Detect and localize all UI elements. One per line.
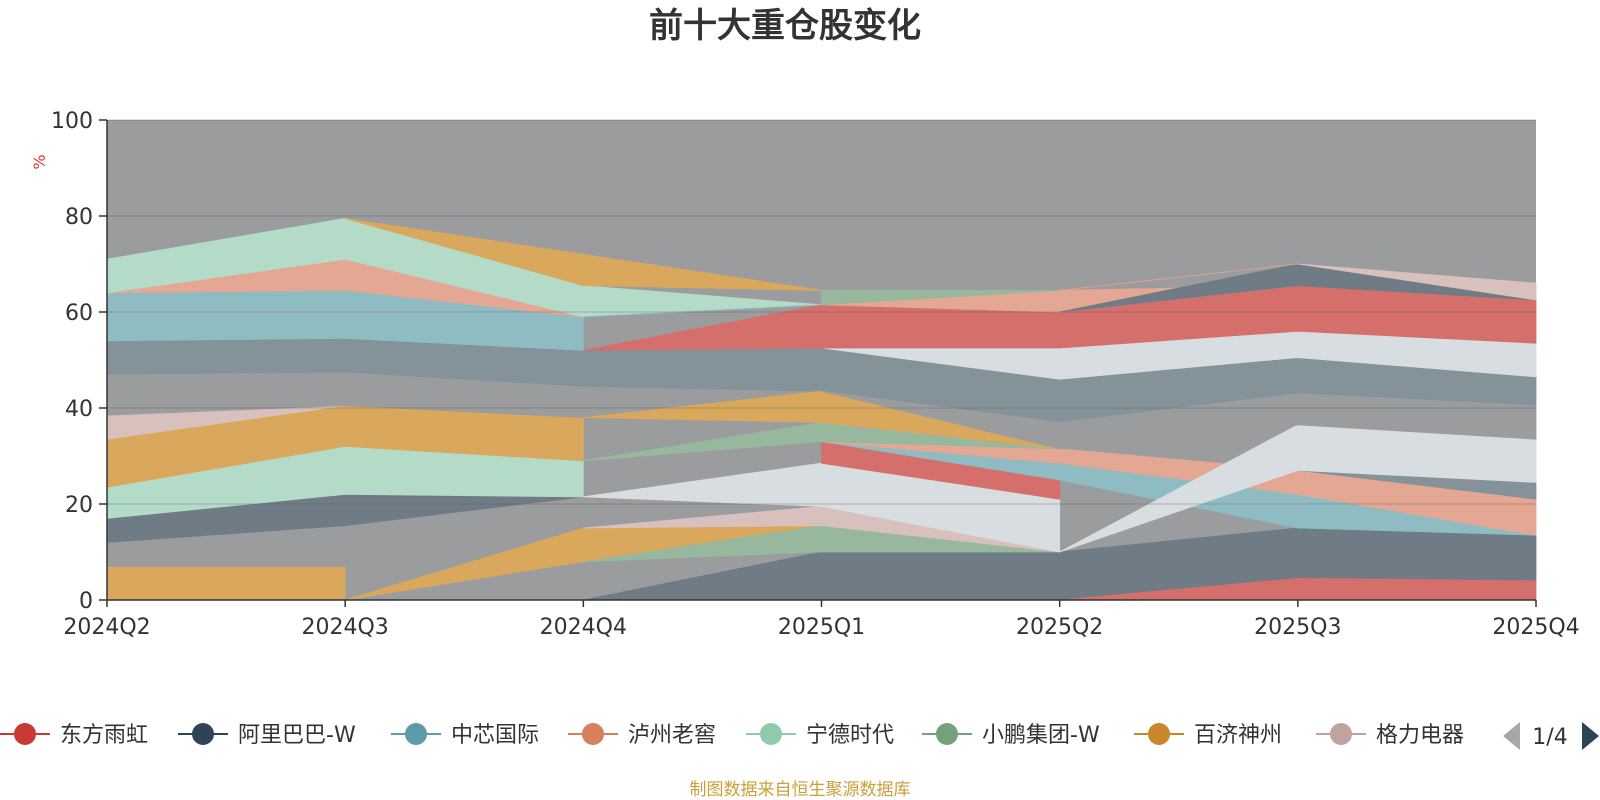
legend-marker-icon xyxy=(192,723,214,745)
legend-label: 东方雨虹 xyxy=(60,723,148,748)
band-26 xyxy=(821,390,1537,450)
data-source-note: 制图数据来自恒生聚源数据库 xyxy=(690,780,911,800)
legend-page: 1/4 xyxy=(1532,725,1567,750)
area-bands xyxy=(106,217,1537,601)
x-tick-labels: 2024Q2 2024Q3 2024Q4 2025Q1 2025Q2 2025Q3 2025… xyxy=(63,615,1579,640)
legend-marker-icon xyxy=(14,723,36,745)
y-tick-label: 60 xyxy=(65,301,93,326)
y-tick-label: 100 xyxy=(51,109,93,134)
legend-marker-icon xyxy=(405,723,427,745)
band-0 xyxy=(106,566,346,601)
legend-label: 中芯国际 xyxy=(451,723,539,748)
legend[interactable]: 东方雨虹 阿里巴巴-W 中芯国际 泸州老窖 宁德时代 小鹏集团-W 百济神州 格力电器 1/4 xyxy=(0,722,1599,750)
legend-marker-icon xyxy=(936,723,958,745)
legend-marker-icon xyxy=(1148,723,1170,745)
x-tick-label: 2024Q3 xyxy=(302,615,389,640)
y-axis-unit: % xyxy=(30,154,49,169)
legend-marker-icon xyxy=(582,723,604,745)
legend-label: 宁德时代 xyxy=(806,723,894,748)
x-tick-label: 2024Q2 xyxy=(63,615,150,640)
y-tick-labels: 0 20 40 60 80 100 xyxy=(51,109,93,614)
chart-title: 前十大重仓股变化 xyxy=(649,6,921,46)
legend-item[interactable]: 泸州老窖 xyxy=(568,723,716,748)
band-18 xyxy=(582,462,1061,553)
y-tick-label: 0 xyxy=(79,589,93,614)
gridlines xyxy=(107,119,1536,505)
axes xyxy=(99,119,1537,607)
x-tick-label: 2025Q3 xyxy=(1254,615,1341,640)
x-tick-label: 2025Q4 xyxy=(1492,615,1579,640)
y-tick-label: 80 xyxy=(65,205,93,230)
legend-marker-icon xyxy=(1330,723,1352,745)
y-tick-label: 20 xyxy=(65,493,93,518)
legend-item[interactable]: 宁德时代 xyxy=(746,723,894,748)
legend-next-icon[interactable] xyxy=(1582,722,1599,750)
x-tick-label: 2025Q1 xyxy=(778,615,865,640)
legend-prev-icon[interactable] xyxy=(1503,722,1520,750)
legend-label: 泸州老窖 xyxy=(628,723,716,748)
band-21 xyxy=(821,441,1537,536)
legend-label: 阿里巴巴-W xyxy=(238,723,356,748)
legend-item[interactable]: 小鹏集团-W xyxy=(922,723,1100,748)
legend-marker-icon xyxy=(760,723,782,745)
legend-label: 格力电器 xyxy=(1376,723,1464,748)
x-tick-label: 2025Q2 xyxy=(1016,615,1103,640)
legend-label: 小鹏集团-W xyxy=(982,723,1100,748)
band-34 xyxy=(1297,263,1537,301)
legend-label: 百济神州 xyxy=(1194,723,1282,748)
legend-item[interactable]: 东方雨虹 xyxy=(0,723,148,748)
legend-item[interactable]: 百济神州 xyxy=(1134,723,1282,748)
legend-item[interactable]: 阿里巴巴-W xyxy=(178,723,356,748)
band-23 xyxy=(1059,424,1537,553)
band-31 xyxy=(821,289,1061,306)
legend-item[interactable]: 中芯国际 xyxy=(391,723,539,748)
x-tick-label: 2024Q4 xyxy=(540,615,627,640)
y-tick-label: 40 xyxy=(65,397,93,422)
legend-item[interactable]: 格力电器 xyxy=(1316,723,1464,748)
